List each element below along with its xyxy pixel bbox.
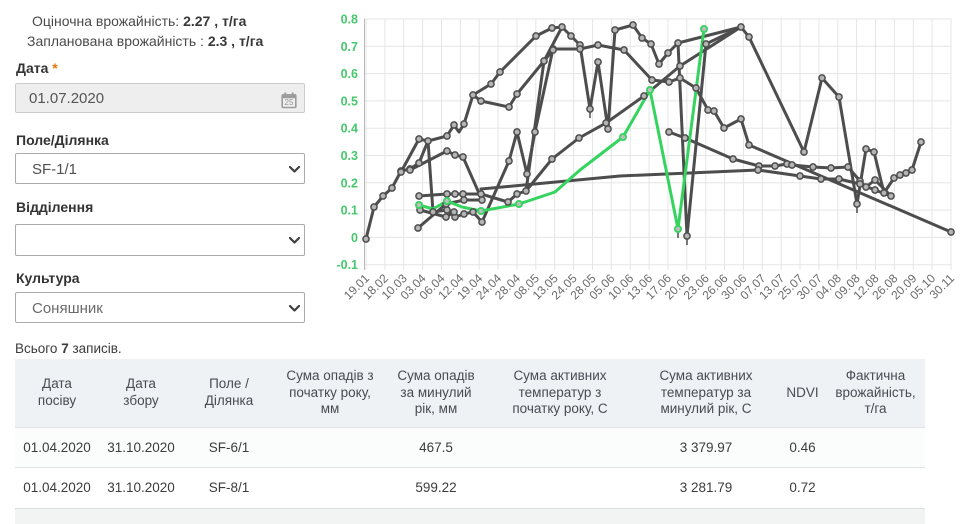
svg-text:0.3: 0.3 <box>341 149 358 163</box>
svg-text:0.2: 0.2 <box>341 176 358 190</box>
svg-text:0.8: 0.8 <box>341 13 358 27</box>
svg-text:0.7: 0.7 <box>341 40 358 54</box>
svg-text:0: 0 <box>351 231 358 245</box>
svg-text:0.5: 0.5 <box>341 94 358 108</box>
svg-text:0.4: 0.4 <box>341 122 358 136</box>
svg-text:-0.1: -0.1 <box>336 258 358 272</box>
svg-text:0.1: 0.1 <box>341 204 358 218</box>
svg-text:0.6: 0.6 <box>341 67 358 81</box>
svg-text:25: 25 <box>285 98 294 107</box>
